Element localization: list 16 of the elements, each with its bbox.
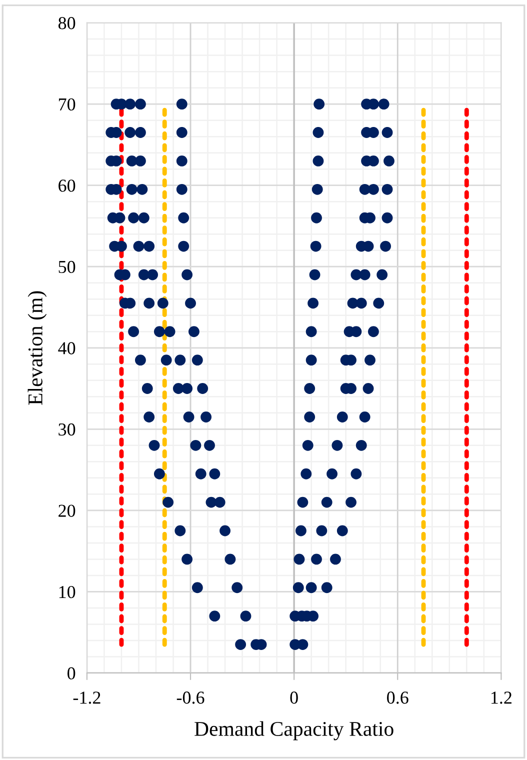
x-tick-label: -0.6 xyxy=(176,692,204,704)
x-tick-label: 1.2 xyxy=(491,692,512,704)
y-tick-label: 50 xyxy=(58,260,76,274)
y-tick-label: 0 xyxy=(68,667,76,680)
y-tick-label: 20 xyxy=(58,504,76,517)
y-tick-label: 60 xyxy=(58,180,76,192)
y-tick-label: 30 xyxy=(58,423,76,436)
x-tick-label: 0.6 xyxy=(387,692,408,704)
y-tick-label: 70 xyxy=(58,98,76,111)
y-tick-label: 10 xyxy=(59,586,76,598)
y-tick-label: 40 xyxy=(58,342,76,354)
y-tick-label: 80 xyxy=(58,17,76,30)
y-axis-title: Elevation (m) xyxy=(28,291,47,405)
x-tick-label: -1.2 xyxy=(73,692,100,704)
x-axis-title: Demand Capacity Ratio xyxy=(194,721,394,740)
x-tick-label: 0 xyxy=(290,692,298,704)
